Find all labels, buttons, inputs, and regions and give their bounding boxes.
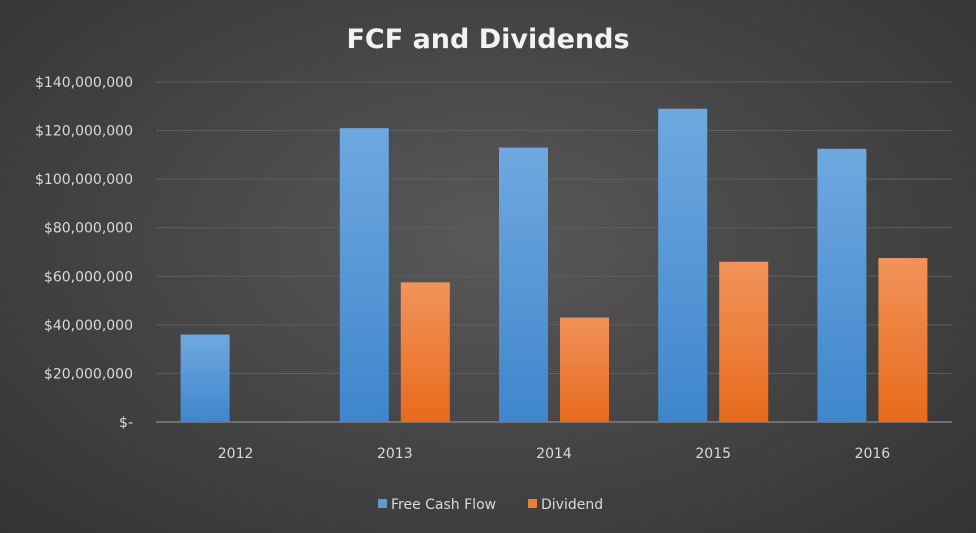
bar-free-cash-flow-2012 (180, 334, 230, 422)
legend-label: Free Cash Flow (391, 497, 496, 513)
y-tick-label: $20,000,000 (44, 366, 133, 382)
x-tick-label: 2012 (218, 446, 254, 462)
bar-dividend-2015 (719, 261, 769, 422)
bars (180, 108, 928, 423)
legend-swatch (378, 499, 387, 508)
bar-dividend-2014 (560, 317, 609, 422)
y-tick-label: $60,000,000 (44, 269, 133, 285)
bar-free-cash-flow-2013 (339, 128, 389, 422)
x-tick-label: 2016 (855, 446, 891, 462)
legend-swatch (528, 499, 537, 508)
y-tick-label: $100,000,000 (35, 172, 133, 188)
y-tick-label: $40,000,000 (44, 318, 133, 334)
bar-free-cash-flow-2015 (658, 108, 708, 422)
y-tick-label: $- (119, 415, 133, 431)
bar-free-cash-flow-2016 (817, 148, 867, 423)
y-tick-label: $80,000,000 (44, 221, 133, 237)
y-tick-label: $120,000,000 (35, 124, 133, 140)
chart-title: FCF and Dividends (346, 24, 629, 55)
bar-dividend-2016 (878, 258, 928, 422)
bar-free-cash-flow-2014 (499, 147, 548, 423)
x-tick-label: 2015 (695, 446, 731, 462)
bar-dividend-2013 (400, 282, 450, 422)
legend: Free Cash Flow Dividend (378, 497, 603, 513)
x-axis-tick-labels: 2012 2013 2014 2015 2016 (218, 446, 891, 462)
legend-label: Dividend (541, 497, 603, 513)
y-axis-tick-labels: $- $20,000,000 $40,000,000 $60,000,000 $80,0… (35, 75, 133, 431)
x-tick-label: 2013 (377, 446, 413, 462)
y-tick-label: $140,000,000 (35, 75, 133, 91)
x-tick-label: 2014 (536, 446, 572, 462)
